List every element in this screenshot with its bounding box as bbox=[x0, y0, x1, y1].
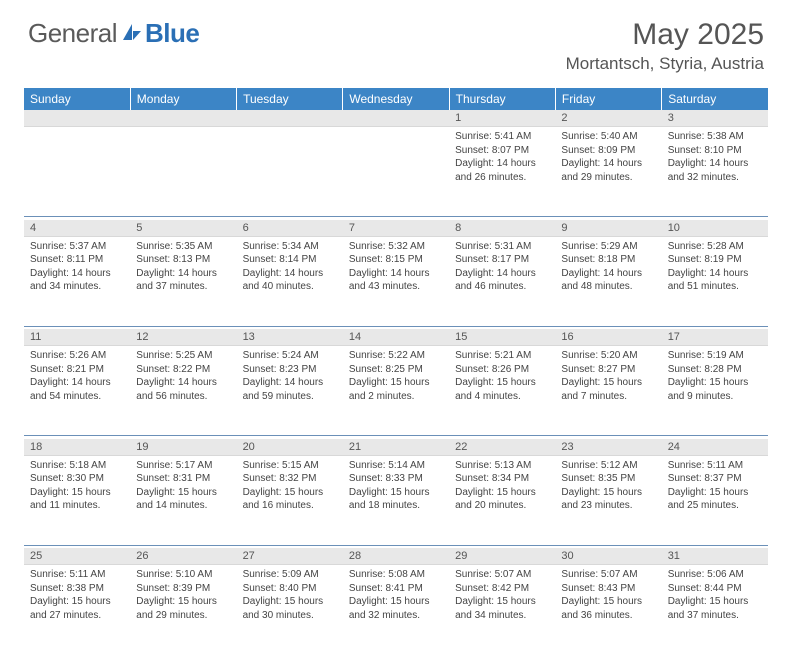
logo: General Blue bbox=[28, 18, 199, 49]
day-number-row: 25262728293031 bbox=[24, 548, 768, 565]
day-detail-cell: Sunrise: 5:24 AMSunset: 8:23 PMDaylight:… bbox=[237, 346, 343, 436]
location: Mortantsch, Styria, Austria bbox=[566, 54, 764, 74]
day-detail-cell: Sunrise: 5:29 AMSunset: 8:18 PMDaylight:… bbox=[555, 236, 661, 326]
day-detail-cell bbox=[343, 127, 449, 217]
day-detail-cell: Sunrise: 5:41 AMSunset: 8:07 PMDaylight:… bbox=[449, 127, 555, 217]
day-number-row: 45678910 bbox=[24, 220, 768, 237]
day-number-row: 11121314151617 bbox=[24, 329, 768, 346]
day-detail-cell: Sunrise: 5:25 AMSunset: 8:22 PMDaylight:… bbox=[130, 346, 236, 436]
day-number-cell: 7 bbox=[343, 220, 449, 237]
day-number-cell: 24 bbox=[662, 439, 768, 456]
weekday-header: Sunday bbox=[24, 88, 130, 110]
day-number-cell: 22 bbox=[449, 439, 555, 456]
day-number-cell bbox=[343, 110, 449, 127]
day-detail-cell: Sunrise: 5:20 AMSunset: 8:27 PMDaylight:… bbox=[555, 346, 661, 436]
day-number-cell: 16 bbox=[555, 329, 661, 346]
logo-text-general: General bbox=[28, 18, 117, 49]
day-number-cell: 17 bbox=[662, 329, 768, 346]
weekday-header: Wednesday bbox=[343, 88, 449, 110]
day-detail-cell: Sunrise: 5:15 AMSunset: 8:32 PMDaylight:… bbox=[237, 455, 343, 545]
day-number-cell: 18 bbox=[24, 439, 130, 456]
day-number-cell: 14 bbox=[343, 329, 449, 346]
day-number-cell: 1 bbox=[449, 110, 555, 127]
day-detail-cell: Sunrise: 5:19 AMSunset: 8:28 PMDaylight:… bbox=[662, 346, 768, 436]
day-number-row: 123 bbox=[24, 110, 768, 127]
day-number-cell: 30 bbox=[555, 548, 661, 565]
day-detail-cell: Sunrise: 5:34 AMSunset: 8:14 PMDaylight:… bbox=[237, 236, 343, 326]
weekday-header-row: Sunday Monday Tuesday Wednesday Thursday… bbox=[24, 88, 768, 110]
day-detail-row: Sunrise: 5:37 AMSunset: 8:11 PMDaylight:… bbox=[24, 236, 768, 326]
day-number-cell: 31 bbox=[662, 548, 768, 565]
day-detail-cell bbox=[130, 127, 236, 217]
day-detail-cell: Sunrise: 5:28 AMSunset: 8:19 PMDaylight:… bbox=[662, 236, 768, 326]
day-number-cell: 25 bbox=[24, 548, 130, 565]
day-detail-cell: Sunrise: 5:40 AMSunset: 8:09 PMDaylight:… bbox=[555, 127, 661, 217]
day-number-cell: 8 bbox=[449, 220, 555, 237]
day-detail-cell bbox=[237, 127, 343, 217]
day-detail-cell: Sunrise: 5:08 AMSunset: 8:41 PMDaylight:… bbox=[343, 565, 449, 655]
day-number-cell bbox=[237, 110, 343, 127]
day-number-row: 18192021222324 bbox=[24, 439, 768, 456]
day-number-cell bbox=[24, 110, 130, 127]
logo-sail-icon bbox=[121, 22, 143, 47]
day-number-cell: 12 bbox=[130, 329, 236, 346]
day-detail-cell: Sunrise: 5:13 AMSunset: 8:34 PMDaylight:… bbox=[449, 455, 555, 545]
weekday-header: Friday bbox=[555, 88, 661, 110]
day-detail-cell: Sunrise: 5:31 AMSunset: 8:17 PMDaylight:… bbox=[449, 236, 555, 326]
day-number-cell: 29 bbox=[449, 548, 555, 565]
day-number-cell: 23 bbox=[555, 439, 661, 456]
day-detail-cell: Sunrise: 5:22 AMSunset: 8:25 PMDaylight:… bbox=[343, 346, 449, 436]
day-number-cell: 10 bbox=[662, 220, 768, 237]
weekday-header: Monday bbox=[130, 88, 236, 110]
logo-text-blue: Blue bbox=[145, 18, 199, 49]
day-number-cell: 19 bbox=[130, 439, 236, 456]
day-number-cell: 6 bbox=[237, 220, 343, 237]
day-detail-cell: Sunrise: 5:12 AMSunset: 8:35 PMDaylight:… bbox=[555, 455, 661, 545]
day-number-cell bbox=[130, 110, 236, 127]
day-number-cell: 4 bbox=[24, 220, 130, 237]
day-detail-cell: Sunrise: 5:07 AMSunset: 8:42 PMDaylight:… bbox=[449, 565, 555, 655]
day-number-cell: 2 bbox=[555, 110, 661, 127]
day-number-cell: 15 bbox=[449, 329, 555, 346]
day-detail-row: Sunrise: 5:18 AMSunset: 8:30 PMDaylight:… bbox=[24, 455, 768, 545]
day-detail-cell: Sunrise: 5:14 AMSunset: 8:33 PMDaylight:… bbox=[343, 455, 449, 545]
day-number-cell: 27 bbox=[237, 548, 343, 565]
day-detail-cell: Sunrise: 5:10 AMSunset: 8:39 PMDaylight:… bbox=[130, 565, 236, 655]
day-detail-cell: Sunrise: 5:09 AMSunset: 8:40 PMDaylight:… bbox=[237, 565, 343, 655]
weekday-header: Saturday bbox=[662, 88, 768, 110]
day-detail-cell: Sunrise: 5:35 AMSunset: 8:13 PMDaylight:… bbox=[130, 236, 236, 326]
day-number-cell: 28 bbox=[343, 548, 449, 565]
title-block: May 2025 Mortantsch, Styria, Austria bbox=[566, 18, 764, 74]
day-detail-cell bbox=[24, 127, 130, 217]
day-detail-row: Sunrise: 5:41 AMSunset: 8:07 PMDaylight:… bbox=[24, 127, 768, 217]
weekday-header: Tuesday bbox=[237, 88, 343, 110]
day-detail-cell: Sunrise: 5:11 AMSunset: 8:38 PMDaylight:… bbox=[24, 565, 130, 655]
day-detail-cell: Sunrise: 5:38 AMSunset: 8:10 PMDaylight:… bbox=[662, 127, 768, 217]
day-number-cell: 20 bbox=[237, 439, 343, 456]
day-detail-cell: Sunrise: 5:32 AMSunset: 8:15 PMDaylight:… bbox=[343, 236, 449, 326]
day-number-cell: 13 bbox=[237, 329, 343, 346]
day-number-cell: 21 bbox=[343, 439, 449, 456]
day-detail-cell: Sunrise: 5:07 AMSunset: 8:43 PMDaylight:… bbox=[555, 565, 661, 655]
day-detail-cell: Sunrise: 5:37 AMSunset: 8:11 PMDaylight:… bbox=[24, 236, 130, 326]
weekday-header: Thursday bbox=[449, 88, 555, 110]
day-detail-cell: Sunrise: 5:18 AMSunset: 8:30 PMDaylight:… bbox=[24, 455, 130, 545]
day-detail-cell: Sunrise: 5:17 AMSunset: 8:31 PMDaylight:… bbox=[130, 455, 236, 545]
day-detail-cell: Sunrise: 5:11 AMSunset: 8:37 PMDaylight:… bbox=[662, 455, 768, 545]
calendar-table: Sunday Monday Tuesday Wednesday Thursday… bbox=[24, 88, 768, 655]
day-detail-row: Sunrise: 5:26 AMSunset: 8:21 PMDaylight:… bbox=[24, 346, 768, 436]
month-title: May 2025 bbox=[566, 18, 764, 52]
day-number-cell: 11 bbox=[24, 329, 130, 346]
day-number-cell: 9 bbox=[555, 220, 661, 237]
day-number-cell: 3 bbox=[662, 110, 768, 127]
day-detail-cell: Sunrise: 5:06 AMSunset: 8:44 PMDaylight:… bbox=[662, 565, 768, 655]
page-header: General Blue May 2025 Mortantsch, Styria… bbox=[0, 0, 792, 80]
day-detail-cell: Sunrise: 5:21 AMSunset: 8:26 PMDaylight:… bbox=[449, 346, 555, 436]
day-number-cell: 5 bbox=[130, 220, 236, 237]
day-detail-cell: Sunrise: 5:26 AMSunset: 8:21 PMDaylight:… bbox=[24, 346, 130, 436]
day-detail-row: Sunrise: 5:11 AMSunset: 8:38 PMDaylight:… bbox=[24, 565, 768, 655]
day-number-cell: 26 bbox=[130, 548, 236, 565]
